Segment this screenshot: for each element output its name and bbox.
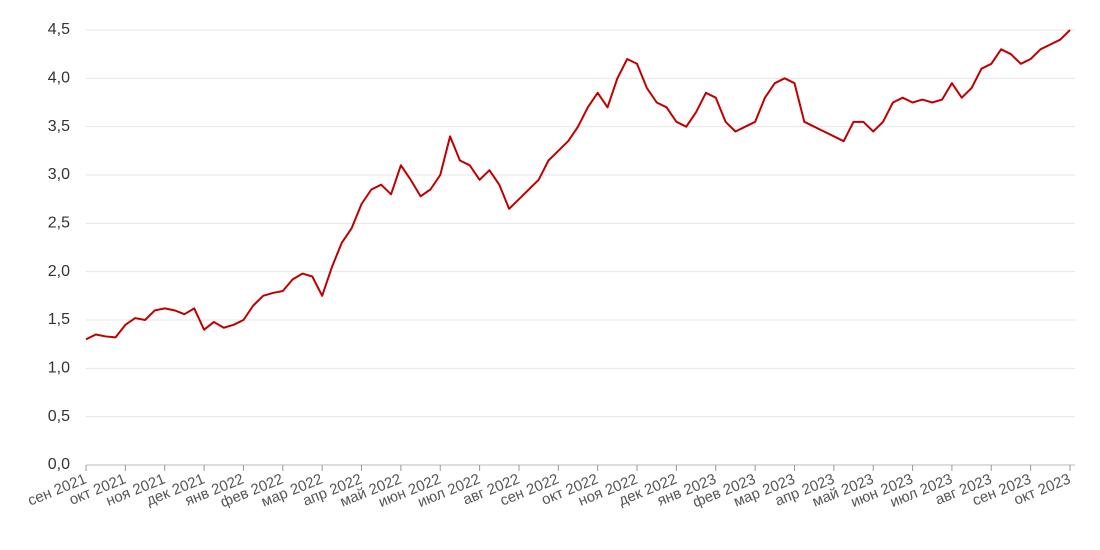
y-tick-label: 4,5 <box>48 21 70 38</box>
line <box>85 29 1071 341</box>
y-tick-label: 4,0 <box>48 70 70 87</box>
y-tick-label: 0,0 <box>48 456 70 473</box>
y-tick-label: 2,0 <box>48 263 70 280</box>
y-tick-label: 3,5 <box>48 118 70 135</box>
y-tick-label: 2,5 <box>48 215 70 232</box>
y-tick-label: 0,5 <box>48 408 70 425</box>
y-tick-label: 1,0 <box>48 360 70 377</box>
y-tick-label: 1,5 <box>48 311 70 328</box>
y-tick-label: 3,0 <box>48 166 70 183</box>
